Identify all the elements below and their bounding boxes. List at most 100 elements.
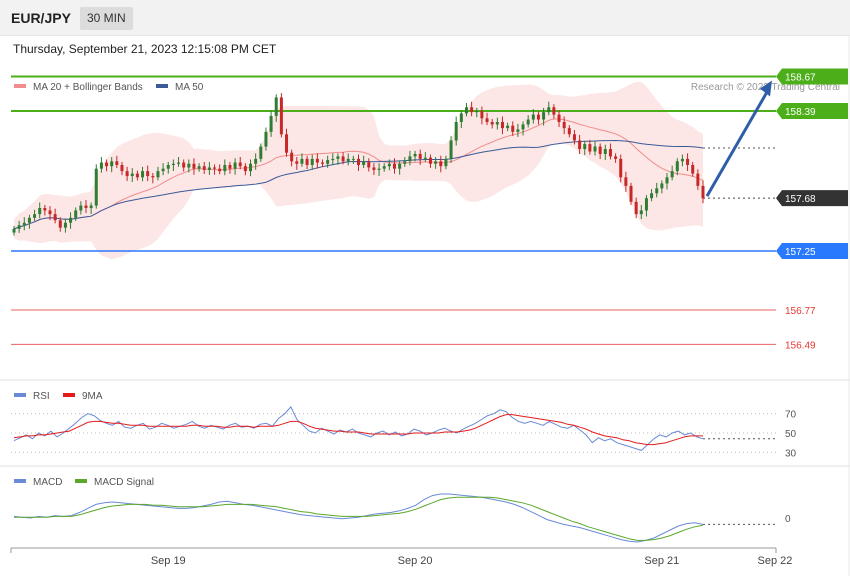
macd-legend: MACD MACD Signal: [14, 477, 154, 488]
candle-body: [156, 171, 160, 178]
candle-body: [17, 225, 21, 229]
macd-signal-legend-label: MACD Signal: [94, 477, 154, 488]
price-level-label: 156.49: [785, 340, 816, 351]
candle-body: [279, 97, 283, 135]
price-tag: [776, 243, 848, 259]
candle-body: [243, 166, 247, 172]
candle-body: [310, 158, 314, 165]
candle-body: [593, 146, 597, 152]
candle-body: [531, 114, 535, 120]
candle-body: [423, 157, 427, 159]
candle-body: [110, 161, 114, 167]
candle-body: [650, 193, 654, 199]
candle-body: [151, 176, 155, 178]
candle-body: [418, 153, 422, 159]
candle-body: [254, 158, 258, 164]
candle-body: [43, 208, 47, 211]
price-level-label: 157.68: [785, 194, 816, 205]
candle-body: [53, 214, 57, 221]
candle-body: [48, 210, 52, 215]
candle-body: [387, 163, 391, 167]
candle-body: [634, 201, 638, 215]
candle-body: [459, 113, 463, 122]
candle-body: [233, 162, 237, 169]
candle-body: [536, 114, 540, 120]
candle-body: [603, 149, 607, 154]
candle-body: [182, 162, 186, 168]
candle-body: [614, 156, 618, 159]
candle-body: [207, 167, 211, 170]
candle-body: [470, 107, 474, 113]
candle-body: [321, 162, 325, 164]
candle-body: [557, 114, 561, 122]
candle-body: [79, 205, 83, 211]
candle-body: [506, 125, 510, 129]
candle-body: [660, 183, 664, 189]
rsi-panel: 70 50 30: [11, 406, 797, 459]
candle-body: [392, 163, 396, 169]
candle-body: [259, 146, 263, 159]
candle-body: [480, 110, 484, 119]
candle-body: [94, 168, 98, 206]
candle-body: [269, 115, 273, 132]
candle-body: [398, 163, 402, 169]
macd-legend-label: MACD: [33, 477, 62, 488]
rsi-swatch: [14, 393, 26, 397]
forecast-arrow: [705, 80, 772, 197]
candle-body: [12, 228, 16, 233]
candle-body: [665, 177, 669, 184]
candle-body: [434, 161, 438, 164]
candle-body: [326, 160, 330, 164]
x-tick-label: Sep 20: [398, 555, 433, 567]
candle-body: [305, 158, 309, 165]
candle-body: [125, 171, 129, 177]
candle-body: [202, 166, 206, 170]
candle-body: [69, 217, 73, 223]
candle-body: [521, 124, 525, 130]
price-level-label: 156.77: [785, 306, 816, 317]
rsi-legend: RSI 9MA: [14, 391, 103, 402]
candle-body: [408, 156, 412, 162]
candle-body: [177, 162, 181, 164]
candle-body: [192, 163, 196, 169]
candle-body: [115, 161, 119, 165]
candle-body: [377, 168, 381, 170]
candle-body: [490, 122, 494, 125]
candle-body: [619, 158, 623, 178]
x-axis-ticks: Sep 19 Sep 20 Sep 21 Sep 22: [10, 548, 792, 567]
candle-body: [511, 125, 515, 132]
macd-line: [13, 493, 704, 543]
rsi-legend-label: RSI: [33, 391, 50, 402]
candle-body: [187, 163, 191, 168]
candle-body: [135, 173, 139, 178]
ma50-legend-label: MA 50: [175, 82, 204, 93]
candle-body: [197, 166, 201, 169]
macd-signal-line: [14, 496, 704, 541]
candle-body: [542, 112, 546, 120]
rsi-tick-label: 70: [785, 410, 797, 421]
rsi-line: [13, 406, 704, 451]
rsi-ma-legend-label: 9MA: [82, 391, 103, 402]
candle-body: [475, 110, 479, 113]
candle-body: [444, 158, 448, 167]
forecast-arrow-head: [760, 80, 772, 97]
candle-body: [655, 188, 659, 194]
candle-body: [63, 222, 67, 228]
ma20-line: [13, 118, 704, 230]
candle-body: [362, 161, 366, 165]
candle-body: [439, 161, 443, 167]
candlesticks: [12, 93, 705, 236]
timeframe-button[interactable]: 30 MIN: [80, 7, 133, 30]
candle-body: [428, 157, 432, 164]
candle-body: [382, 166, 386, 169]
price-levels: 158.67 158.39 157.68 157.25 156.77 156.49: [11, 68, 848, 351]
rsi-tick-label: 50: [785, 429, 797, 440]
macd-signal-swatch: [75, 479, 87, 483]
candle-body: [341, 156, 345, 162]
price-tag: [776, 190, 848, 207]
candle-body: [161, 168, 165, 172]
candle-body: [223, 165, 227, 172]
macd-panel: 0: [13, 493, 791, 543]
candle-body: [691, 165, 695, 174]
candle-body: [166, 165, 170, 169]
